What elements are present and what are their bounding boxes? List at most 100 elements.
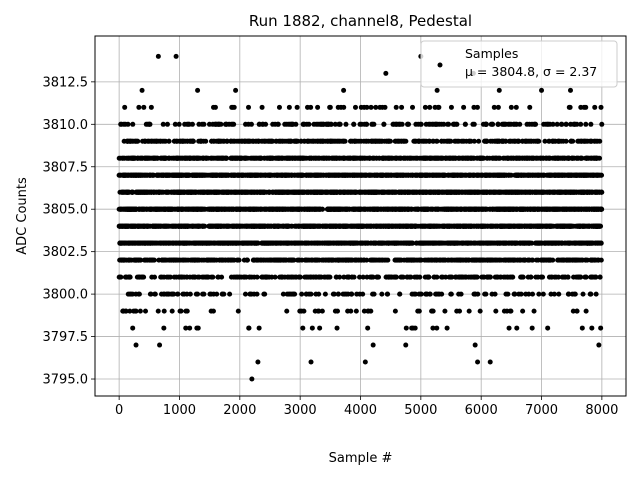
data-point xyxy=(267,257,273,263)
data-point xyxy=(369,257,375,263)
data-point xyxy=(508,206,514,212)
data-point xyxy=(141,206,147,212)
data-point xyxy=(317,206,323,212)
data-point xyxy=(383,70,389,76)
data-point xyxy=(246,325,252,331)
data-point xyxy=(234,274,240,280)
data-point xyxy=(495,206,501,212)
data-point xyxy=(227,291,233,297)
data-point xyxy=(319,240,325,246)
data-point xyxy=(118,257,124,263)
data-point xyxy=(439,291,445,297)
data-point xyxy=(186,206,192,212)
data-point xyxy=(150,223,156,229)
data-point xyxy=(125,206,131,212)
data-point xyxy=(342,206,348,212)
data-point xyxy=(545,325,551,331)
data-point xyxy=(211,240,217,246)
data-point xyxy=(173,240,179,246)
data-point xyxy=(567,87,573,93)
data-point xyxy=(502,274,508,280)
data-point xyxy=(385,240,391,246)
data-point xyxy=(268,240,274,246)
data-point xyxy=(230,257,236,263)
data-point xyxy=(527,223,533,229)
data-point xyxy=(583,257,589,263)
data-point xyxy=(520,274,526,280)
data-point xyxy=(493,308,499,314)
data-point xyxy=(456,223,462,229)
data-point xyxy=(385,206,391,212)
data-point xyxy=(477,308,483,314)
data-point xyxy=(183,325,189,331)
data-point xyxy=(225,257,231,263)
data-point xyxy=(172,223,178,229)
data-point xyxy=(296,257,302,263)
data-point xyxy=(282,274,288,280)
data-point xyxy=(533,274,539,280)
data-point xyxy=(168,240,174,246)
data-point xyxy=(590,274,596,280)
data-point xyxy=(152,291,158,297)
data-point xyxy=(574,274,580,280)
data-point xyxy=(393,257,399,263)
data-point xyxy=(449,257,455,263)
data-point xyxy=(403,342,409,348)
data-point xyxy=(420,240,426,246)
data-point xyxy=(328,223,334,229)
data-point xyxy=(392,308,398,314)
data-point xyxy=(122,274,128,280)
data-point xyxy=(255,206,261,212)
data-point xyxy=(498,257,504,263)
data-point xyxy=(164,223,170,229)
data-point xyxy=(244,223,250,229)
data-point xyxy=(125,291,131,297)
data-point xyxy=(508,308,514,314)
data-point xyxy=(350,240,356,246)
data-point xyxy=(589,257,595,263)
data-point xyxy=(479,257,485,263)
data-point xyxy=(313,291,319,297)
data-point xyxy=(286,240,292,246)
data-point xyxy=(308,274,314,280)
data-point xyxy=(164,291,169,297)
data-point xyxy=(531,308,537,314)
data-point xyxy=(409,257,415,263)
data-point xyxy=(540,274,546,280)
data-point xyxy=(512,257,518,263)
data-point xyxy=(237,223,243,229)
data-point xyxy=(362,359,368,365)
data-point xyxy=(466,308,472,314)
data-point xyxy=(461,223,467,229)
data-point xyxy=(234,206,240,212)
data-point xyxy=(565,291,571,297)
data-point xyxy=(295,223,301,229)
data-point xyxy=(522,257,528,263)
data-point xyxy=(492,274,498,280)
data-point xyxy=(262,206,268,212)
data-point xyxy=(443,206,449,212)
data-point xyxy=(501,206,507,212)
data-point xyxy=(413,240,419,246)
data-point xyxy=(529,257,535,263)
data-point xyxy=(543,223,549,229)
data-point xyxy=(177,308,183,314)
data-point xyxy=(482,223,488,229)
data-point xyxy=(553,274,559,280)
data-point xyxy=(415,206,421,212)
data-point xyxy=(181,240,187,246)
data-point xyxy=(385,291,391,297)
data-point xyxy=(435,206,441,212)
data-point xyxy=(435,223,441,229)
data-point xyxy=(224,240,230,246)
data-point xyxy=(373,223,379,229)
data-point xyxy=(539,87,545,93)
data-point xyxy=(328,240,334,246)
data-point xyxy=(180,291,186,297)
data-point xyxy=(195,223,201,229)
data-point xyxy=(291,240,297,246)
data-point xyxy=(483,206,489,212)
data-point xyxy=(555,257,561,263)
data-point xyxy=(556,291,562,297)
data-point xyxy=(381,240,387,246)
